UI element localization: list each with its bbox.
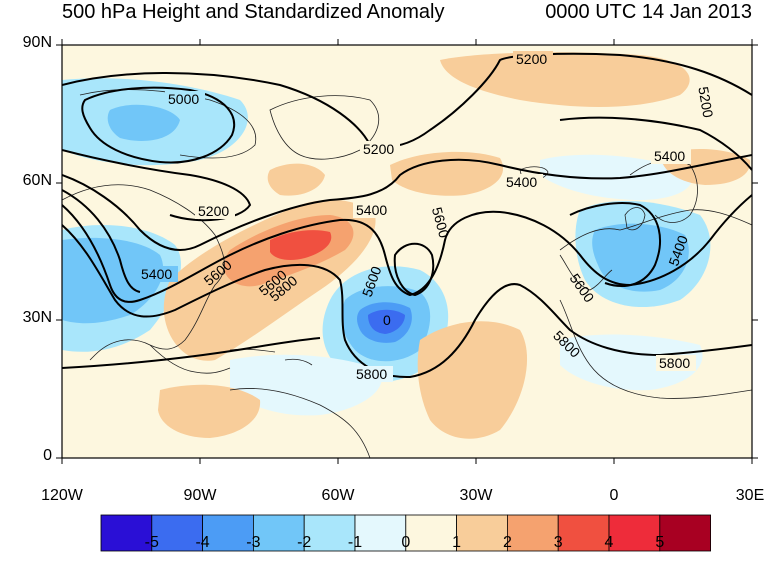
colorbar-tick-label: -1 xyxy=(347,534,363,551)
contour-label: 5200 xyxy=(695,85,716,119)
colorbar-box xyxy=(608,514,661,552)
colorbar-box xyxy=(151,514,204,552)
contour-5200-west xyxy=(62,149,252,222)
contour-label: 5000 xyxy=(168,91,199,107)
anomaly-negative-tropical xyxy=(230,354,382,416)
contour-label: 0 xyxy=(383,312,391,328)
lat-tick-label: 90N xyxy=(22,34,52,51)
anomaly-negative-africa xyxy=(560,334,703,391)
contour-label: 5200 xyxy=(363,141,394,157)
colorbar-tick-label: 5 xyxy=(655,534,665,551)
contour-label: 5200 xyxy=(198,203,229,219)
contour-label: 5400 xyxy=(654,148,685,164)
lon-tick-label: 90W xyxy=(183,487,217,504)
contour-label: 5400 xyxy=(141,266,172,282)
anomaly-neg2-canada xyxy=(107,104,180,141)
lon-tick-label: 120W xyxy=(41,487,83,504)
colorbar-tick-label: 4 xyxy=(604,534,614,551)
contour-label: 5400 xyxy=(356,202,387,218)
lon-tick-label: 30W xyxy=(459,487,493,504)
anomaly-neg4-atlantic xyxy=(368,309,405,334)
lon-tick-label: 60W xyxy=(321,487,355,504)
coast-south-america xyxy=(229,387,371,458)
colorbar-tick-label: 0 xyxy=(401,534,411,551)
coast-uk xyxy=(624,207,646,231)
anomaly-pos3-eastern-us xyxy=(270,230,332,260)
contour-5800-south xyxy=(62,337,321,369)
colorbar-tick-label: 1 xyxy=(452,534,462,551)
contour-label: 5800 xyxy=(356,366,387,382)
contour-5400 xyxy=(62,154,752,251)
contour-label: 5800 xyxy=(659,355,690,371)
lon-tick-label: 30E xyxy=(735,487,765,504)
anomaly-positive-arctic xyxy=(440,52,690,107)
anomaly-positive-subtropics xyxy=(158,384,261,438)
colorbar-tick-label: 3 xyxy=(553,534,563,551)
colorbar-box xyxy=(202,514,254,552)
contour-label: 5400 xyxy=(506,174,537,190)
anomaly-positive-greenland xyxy=(267,163,325,196)
lat-tick-label: 0 xyxy=(43,447,52,464)
colorbar-box xyxy=(354,514,407,552)
contour-label: 5600 xyxy=(429,205,453,239)
contour-5200-north xyxy=(62,52,752,148)
map-title: 500 hPa Height and Standardized Anomaly xyxy=(62,1,445,23)
coast-central-america xyxy=(149,344,231,374)
colorbar-box xyxy=(405,514,457,552)
lon-tick-label: 0 xyxy=(609,487,619,504)
anomaly-positive-northatlantic xyxy=(390,151,504,196)
colorbar-tick-label: -3 xyxy=(246,534,261,551)
coast-canada-arctic xyxy=(79,89,257,159)
contour-5600-cutoff xyxy=(393,242,435,297)
anomaly-neg2-north-america xyxy=(62,237,164,324)
lat-tick-label: 30N xyxy=(22,309,52,326)
contour-5600 xyxy=(62,194,752,303)
colorbar-tick-label: -4 xyxy=(195,534,210,551)
colorbar-box xyxy=(659,514,711,552)
contour-5400-low xyxy=(62,189,141,293)
axis-ticks xyxy=(56,39,758,464)
contour-label: 5200 xyxy=(516,51,547,67)
map-frame xyxy=(61,44,753,459)
lat-tick-label: 60N xyxy=(22,172,52,189)
coast-africa xyxy=(559,299,752,399)
coast-iberia xyxy=(559,254,613,291)
colorbar-tick-label: 2 xyxy=(502,534,512,551)
colorbar xyxy=(100,514,711,552)
colorbar-box xyxy=(506,514,559,552)
coast-north-america xyxy=(62,184,225,361)
anomaly-positive-midatlantic xyxy=(417,321,528,439)
contour-5200-east xyxy=(559,116,752,171)
coast-europe xyxy=(559,209,752,251)
colorbar-box xyxy=(303,514,356,552)
colorbar-box xyxy=(456,514,508,552)
colorbar-tick-label: -2 xyxy=(297,534,312,551)
colorbar-tick-label: -5 xyxy=(144,534,159,551)
valid-time: 0000 UTC 14 Jan 2013 xyxy=(545,1,752,23)
contour-5000 xyxy=(81,86,235,164)
